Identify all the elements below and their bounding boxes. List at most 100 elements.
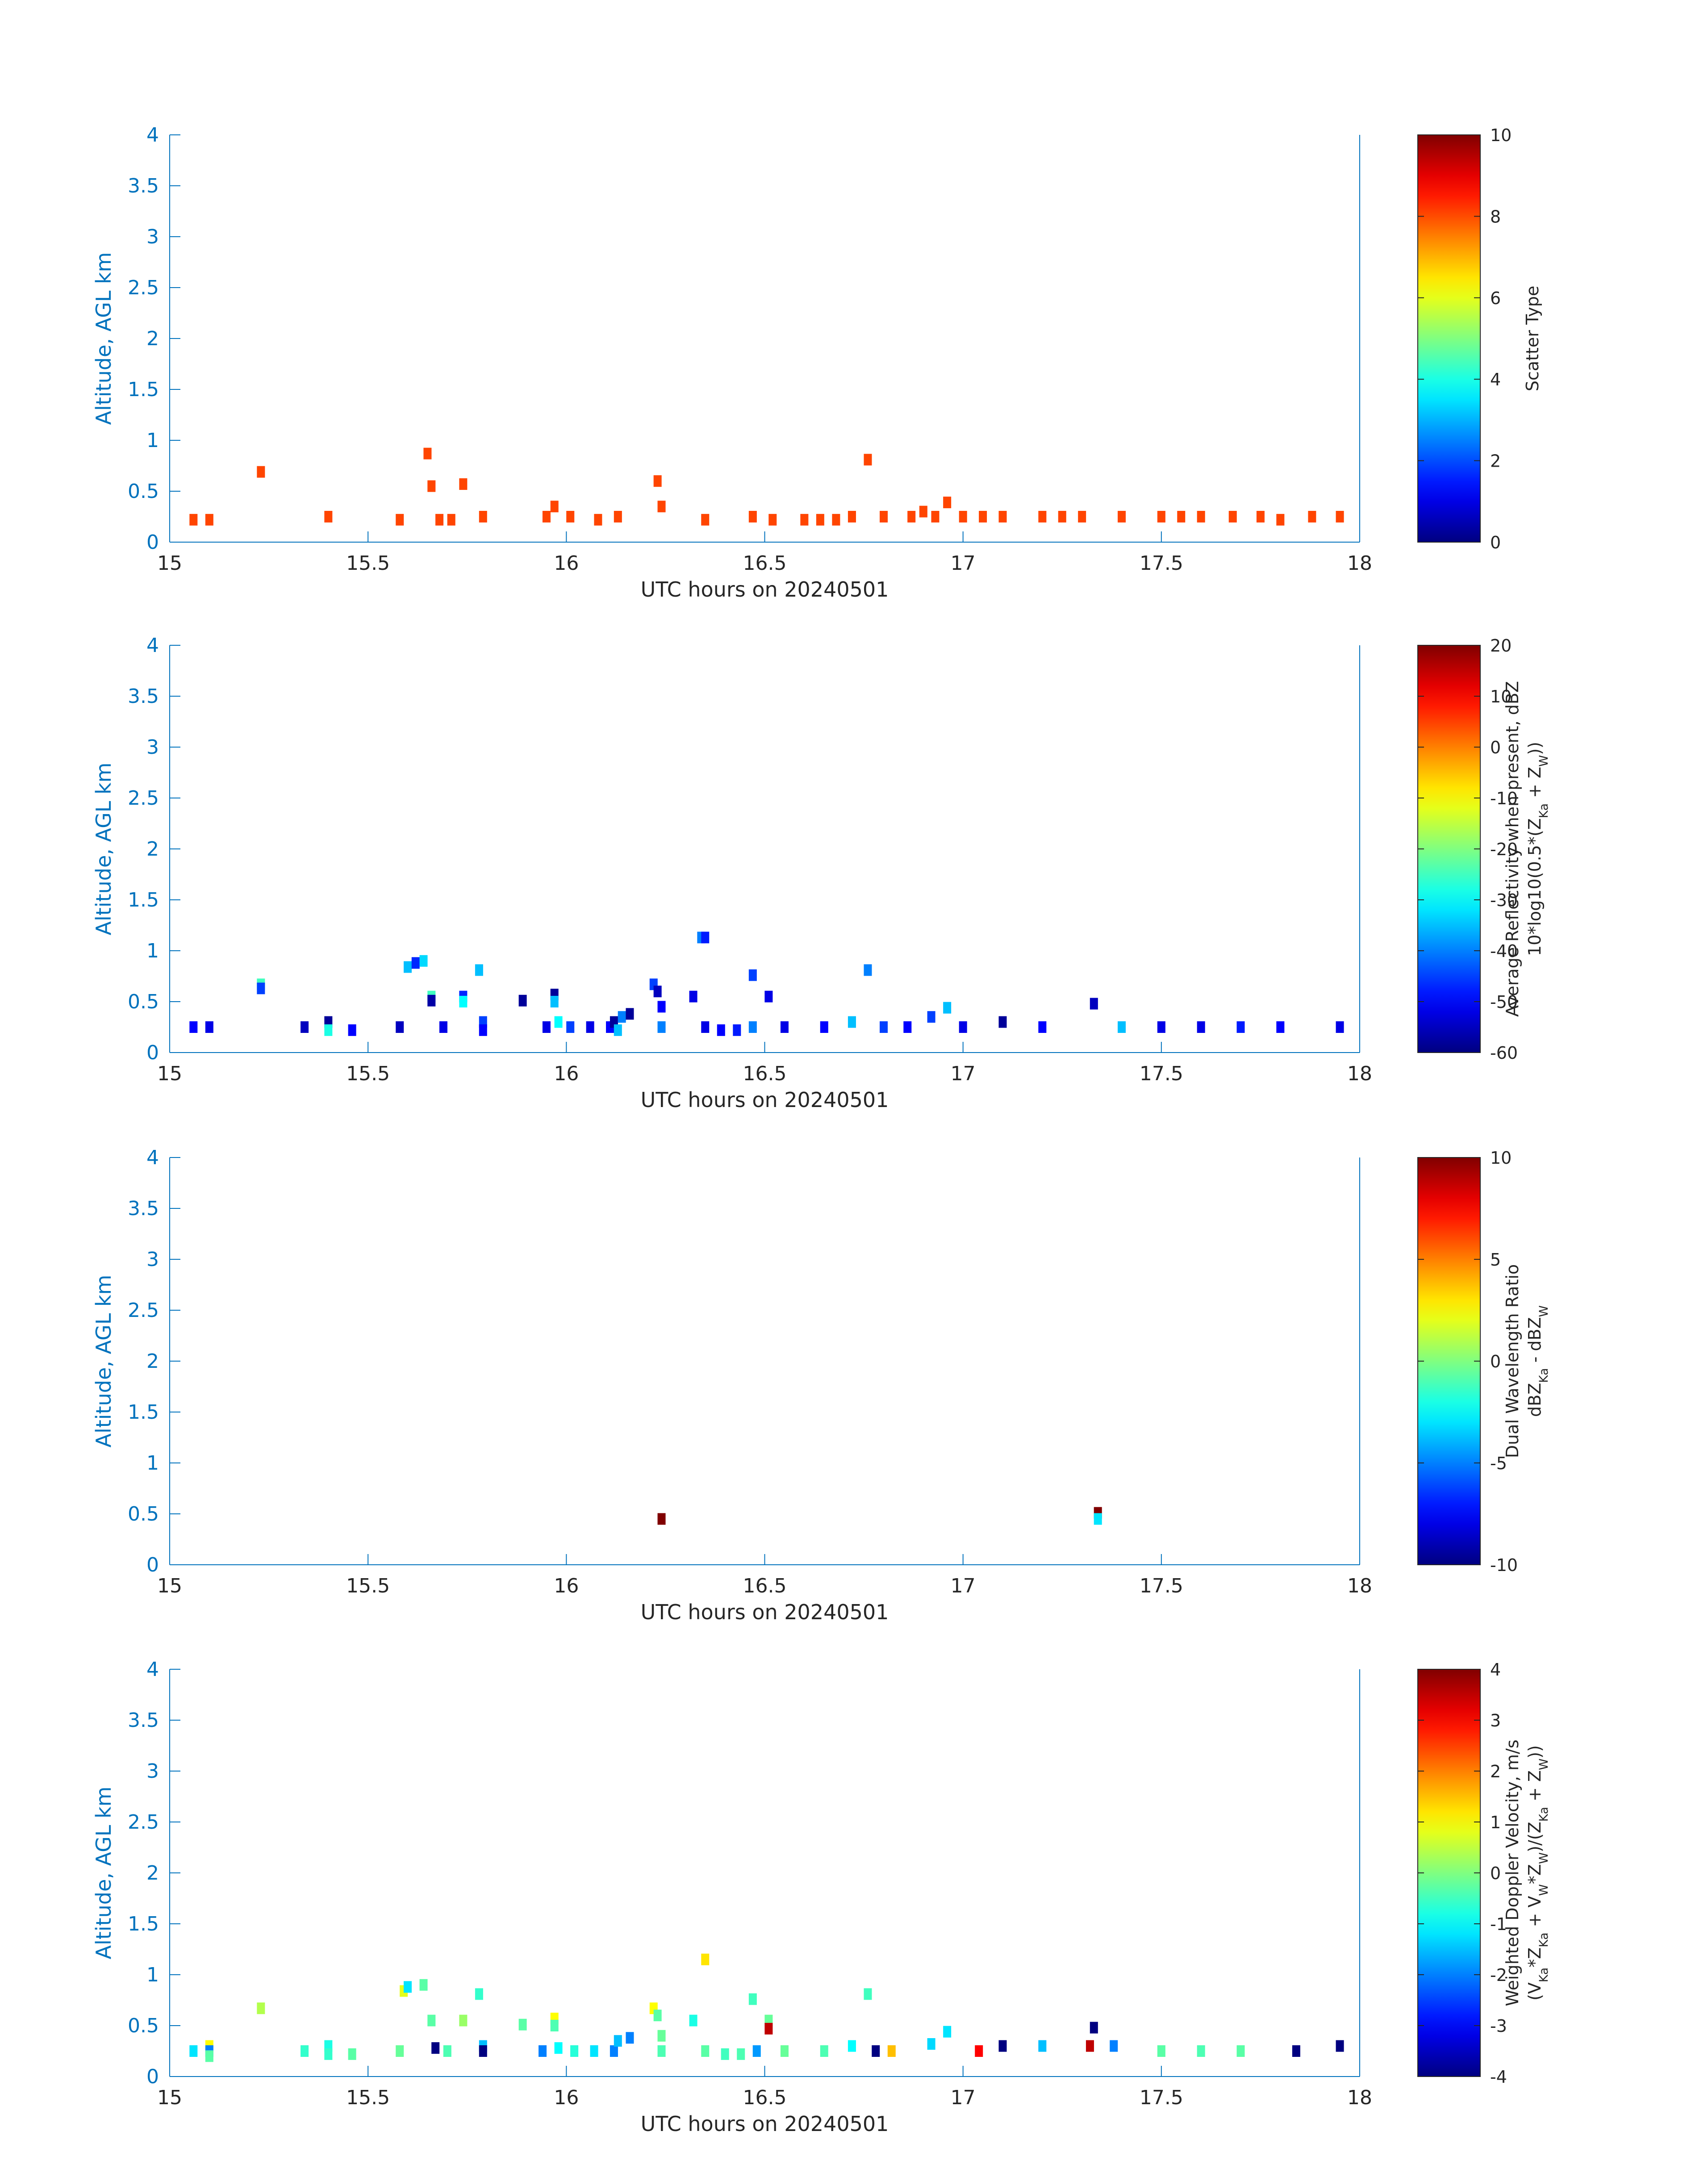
data-cell: [301, 1021, 309, 1033]
data-cell: [848, 2040, 856, 2052]
x-tick-label: 17: [951, 2086, 976, 2109]
data-cell: [427, 2014, 436, 2027]
y-tick-label: 0: [146, 1554, 159, 1576]
colorbar-label: 10*log10(0.5*(ZKa + ZW)): [1525, 742, 1551, 956]
data-cell: [1197, 511, 1205, 522]
data-cell: [554, 1016, 563, 1028]
colorbar-label: Average Reflectivity when present, dBZ: [1503, 681, 1522, 1017]
x-tick-label: 17.5: [1140, 552, 1183, 575]
data-cell: [566, 1021, 575, 1033]
colorbar-tick-label: -4: [1490, 2067, 1507, 2087]
data-cell: [1090, 998, 1098, 1010]
data-cell: [780, 2045, 789, 2057]
x-tick-label: 17.5: [1140, 1575, 1183, 1597]
data-cell: [396, 514, 404, 526]
x-axis-label: UTC hours on 20240501: [641, 1088, 889, 1112]
y-tick-label: 0: [146, 531, 159, 554]
x-tick-label: 16.5: [743, 552, 787, 575]
x-tick-label: 18: [1347, 2086, 1372, 2109]
chart-panel-doppler-velocity: 15 15.5 16 16.5 17 17.5 18 0 0.5 1 1.5 2 2.5 3 3.5 4 UTC…: [92, 1658, 1551, 2136]
data-cell: [550, 996, 559, 1007]
y-tick-label: 4: [146, 634, 159, 657]
data-cell: [887, 2045, 896, 2057]
data-cell: [586, 1021, 594, 1033]
data-cell: [205, 2050, 213, 2062]
x-tick-label: 16.5: [743, 2086, 787, 2109]
data-cell: [1228, 511, 1237, 522]
data-cells: [657, 1507, 1102, 1525]
x-tick-label: 17.5: [1140, 1062, 1183, 1085]
data-cell: [872, 2045, 880, 2057]
y-tick-label: 1.5: [128, 1913, 159, 1935]
data-cell: [614, 2035, 622, 2047]
data-cell: [566, 511, 575, 522]
data-cell: [626, 1008, 634, 1020]
data-cell: [748, 969, 757, 981]
data-cell: [1090, 2022, 1098, 2034]
data-cell: [614, 1024, 622, 1036]
data-cell: [431, 2042, 440, 2054]
data-cell: [1118, 511, 1126, 522]
x-tick-label: 16: [554, 2086, 579, 2109]
y-tick-label: 2.5: [128, 1811, 159, 1834]
data-cell: [943, 1002, 952, 1014]
data-cell: [979, 511, 987, 522]
data-cell: [1236, 1021, 1245, 1033]
data-cell: [943, 2026, 952, 2038]
data-cell: [301, 2045, 309, 2057]
data-cell: [618, 1011, 626, 1023]
data-cell: [737, 2048, 745, 2060]
y-tick-label: 2: [146, 1350, 159, 1373]
data-cell: [189, 1021, 198, 1033]
x-tick-label: 16.5: [743, 1575, 787, 1597]
data-cell: [1336, 1021, 1344, 1033]
y-tick-label: 2.5: [128, 1299, 159, 1322]
data-cell: [959, 511, 967, 522]
data-cell: [610, 2045, 618, 2057]
y-tick-label: 3.5: [128, 1709, 159, 1732]
y-tick-label: 0.5: [128, 1503, 159, 1525]
data-cell: [1157, 2045, 1165, 2057]
data-cell: [1197, 1021, 1205, 1033]
data-cell: [927, 2038, 935, 2050]
y-tick-label: 1.5: [128, 889, 159, 911]
colorbar-tick-label: -40: [1490, 941, 1518, 961]
x-tick-label: 15: [157, 1575, 182, 1597]
data-cell: [550, 2020, 559, 2031]
data-cell: [423, 447, 432, 460]
y-tick-label: 4: [146, 1146, 159, 1169]
data-cell: [1276, 1021, 1285, 1033]
data-cell: [459, 2014, 468, 2027]
data-cell: [396, 2045, 404, 2057]
data-cell: [657, 501, 666, 513]
data-cell: [689, 2014, 697, 2027]
colorbar-tick-label: 10: [1490, 687, 1512, 706]
chart-panel-reflectivity: 15 15.5 16 16.5 17 17.5 18 0 0.5 1 1.5 2 2.5 3 3.5 4 UTC…: [92, 634, 1551, 1112]
y-tick-label: 2: [146, 327, 159, 350]
colorbar-tick-label: 0: [1490, 533, 1501, 552]
colorbar-label: Dual Wavelength Ratio: [1503, 1264, 1522, 1458]
data-cell: [880, 1021, 888, 1033]
y-tick-label: 3: [146, 736, 159, 759]
data-cell: [768, 514, 777, 526]
colorbar-tick-label: 3: [1490, 1711, 1501, 1730]
data-cell: [1292, 2045, 1300, 2057]
data-cell: [764, 2022, 773, 2035]
data-cell: [1157, 1021, 1165, 1033]
x-tick-label: 18: [1347, 1062, 1372, 1085]
x-tick-label: 16: [554, 1575, 579, 1597]
data-cell: [748, 1993, 757, 2005]
data-cell: [919, 506, 927, 518]
data-cell: [324, 2048, 333, 2060]
colorbar-tick-label: -10: [1490, 1555, 1518, 1575]
x-tick-label: 15: [157, 1062, 182, 1085]
colorbar-tick-label: -50: [1490, 992, 1518, 1012]
y-axis-label: Altitude, AGL km: [92, 1274, 116, 1447]
colorbar-tick-label: 20: [1490, 636, 1512, 656]
y-axis-label: Altitude, AGL km: [92, 1786, 116, 1959]
colorbar-tick-label: 10: [1490, 125, 1512, 145]
data-cell: [205, 514, 213, 526]
y-tick-label: 4: [146, 1658, 159, 1681]
x-tick-label: 15.5: [346, 2086, 390, 2109]
x-tick-label: 17.5: [1140, 2086, 1183, 2109]
